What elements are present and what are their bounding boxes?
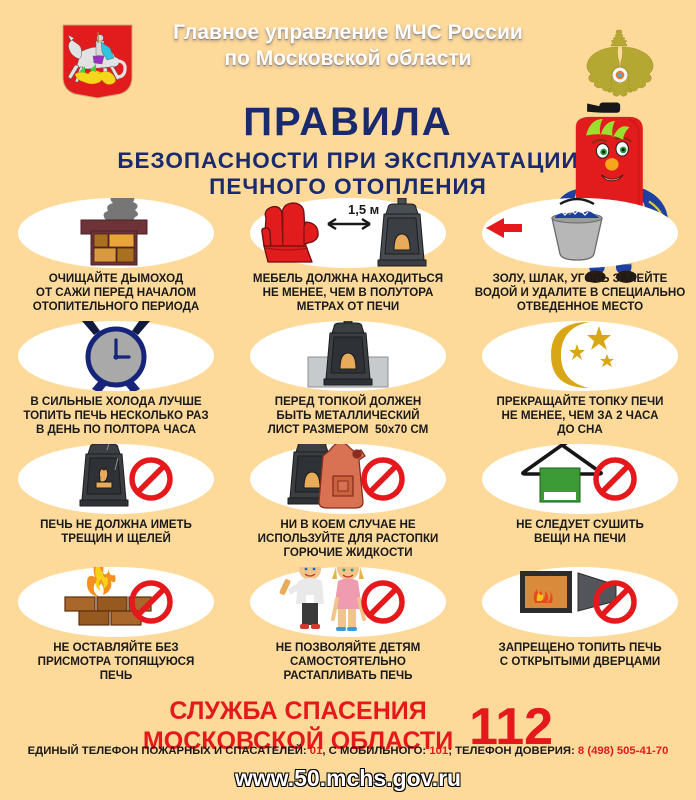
svg-text:1,5 м: 1,5 м [348, 202, 379, 217]
